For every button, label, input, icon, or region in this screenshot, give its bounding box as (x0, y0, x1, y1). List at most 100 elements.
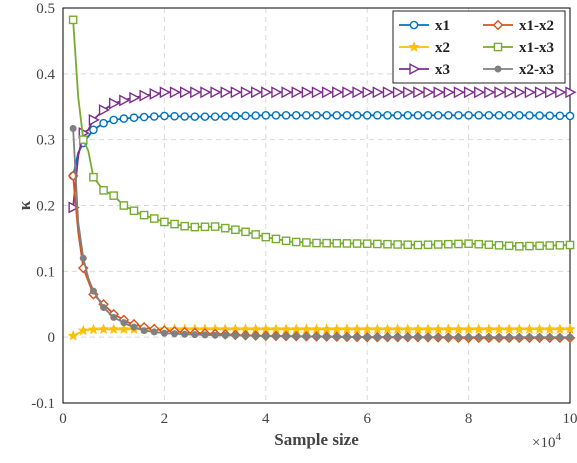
data-point (533, 323, 546, 335)
data-point (271, 111, 281, 120)
data-point (342, 86, 354, 99)
legend-label: x1 (435, 18, 450, 34)
data-point (352, 111, 362, 120)
legend-swatch-marker (492, 19, 504, 31)
x-tick-label: 2 (161, 411, 169, 427)
data-point (423, 86, 435, 99)
data-point (272, 332, 280, 340)
data-point (433, 240, 443, 249)
data-point (556, 333, 564, 341)
data-point (413, 86, 425, 99)
data-point (149, 87, 161, 100)
legend-swatch-marker (409, 63, 421, 75)
data-point (465, 333, 473, 341)
data-point (110, 313, 118, 321)
x-tick-label: 0 (59, 411, 67, 427)
data-point (77, 324, 89, 336)
data-point (291, 86, 303, 99)
data-point (190, 222, 200, 232)
data-point (99, 118, 108, 128)
series-x1-x3 (68, 15, 575, 251)
data-point (231, 225, 240, 235)
x-tick-label: 4 (262, 411, 270, 427)
data-point (523, 323, 536, 335)
data-point (353, 333, 361, 341)
legend-item-x1-x3: x1-x3 (483, 40, 554, 56)
data-point (422, 323, 434, 335)
data-point (200, 222, 210, 232)
data-point (221, 331, 229, 339)
series-x1-x2 (67, 170, 576, 344)
data-point (494, 86, 506, 99)
data-point (150, 328, 158, 336)
data-point (525, 241, 534, 251)
data-point (313, 333, 320, 341)
legend-label: x2-x3 (519, 62, 554, 78)
data-point (210, 86, 222, 99)
data-point (120, 319, 128, 327)
data-point (321, 86, 334, 99)
data-point (68, 15, 78, 25)
x-axis-multiplier: ×104 (532, 431, 561, 451)
data-point (68, 201, 80, 214)
legend-item-x2-x3: x2-x3 (483, 62, 554, 78)
series-line (72, 175, 570, 339)
data-point (312, 238, 321, 248)
axis-ticks: 0 2 4 6 8 10-0.100.10.20.30.40.5 (31, 1, 577, 427)
data-point (434, 333, 442, 341)
legend-item-x1-x2: x1-x2 (483, 18, 554, 34)
data-point (464, 111, 473, 120)
data-point (442, 323, 454, 335)
data-point (515, 333, 523, 341)
data-point (403, 240, 413, 250)
data-point (495, 333, 503, 341)
data-point (423, 240, 433, 250)
data-point (545, 241, 555, 250)
data-point (545, 86, 557, 99)
data-point (423, 111, 433, 120)
data-point (505, 333, 513, 341)
data-point (129, 206, 139, 216)
data-point (565, 111, 575, 121)
data-point (555, 86, 567, 99)
data-point (220, 223, 230, 233)
data-point (261, 86, 273, 99)
legend: x1 x2 x3 x1-x2 x1-x3 x2-x3 (392, 10, 566, 84)
legend-label: x1-x2 (519, 18, 554, 34)
data-point (139, 112, 149, 122)
data-point (454, 239, 463, 249)
data-point (474, 86, 486, 99)
data-point (179, 86, 192, 99)
data-point (503, 323, 515, 335)
plot-area-frame (62, 7, 571, 404)
data-point (171, 330, 179, 338)
data-point (323, 333, 331, 341)
data-point (180, 221, 189, 231)
y-tick-label: 0.3 (36, 133, 55, 149)
data-point (394, 333, 402, 341)
data-point (392, 86, 405, 99)
data-point (139, 89, 151, 102)
data-point (100, 304, 108, 312)
data-point (241, 227, 250, 237)
data-point (484, 86, 496, 99)
series-line (72, 114, 571, 177)
data-point (332, 86, 344, 99)
data-point (311, 86, 323, 99)
data-point (565, 240, 575, 250)
data-point (240, 86, 253, 99)
data-point (302, 332, 310, 340)
data-point (413, 111, 423, 120)
data-point (453, 86, 465, 99)
series-layer (67, 15, 577, 344)
data-point (463, 86, 476, 99)
series-line (72, 91, 570, 208)
data-point (392, 323, 404, 335)
data-point (242, 332, 250, 340)
data-point (545, 111, 555, 121)
data-point (413, 240, 423, 250)
data-point (200, 86, 212, 99)
data-point (373, 239, 382, 249)
x-axis-label: Sample size (274, 430, 359, 449)
